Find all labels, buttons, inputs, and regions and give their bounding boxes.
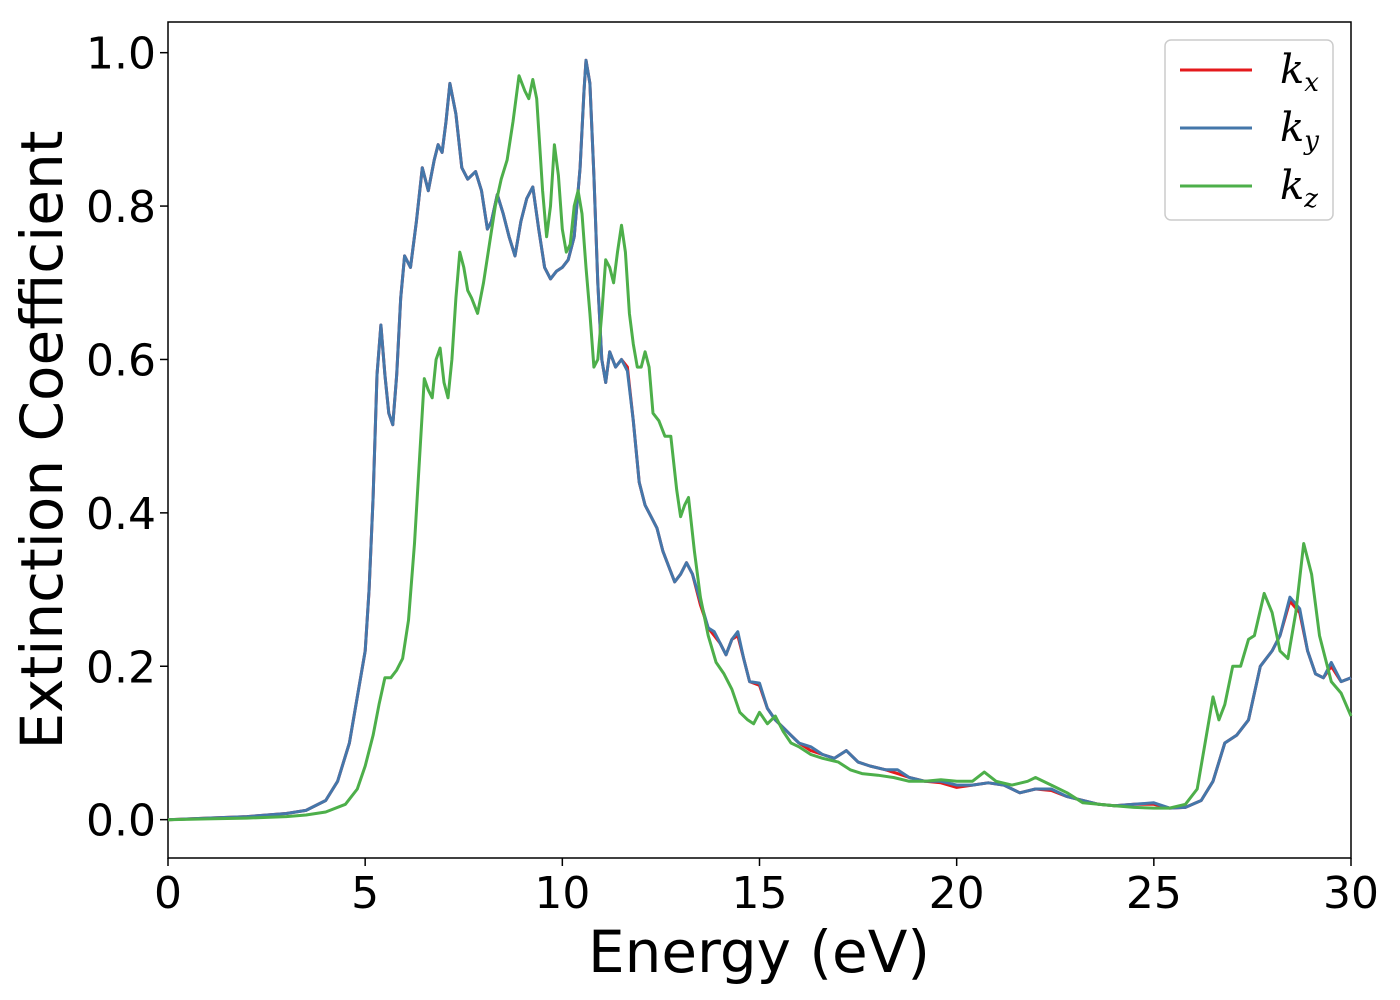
x-tick-label: 20	[929, 868, 985, 919]
legend-label-kz: kz	[1280, 163, 1318, 214]
legend-box	[1164, 39, 1334, 221]
y-tick-label: 0.2	[86, 642, 156, 693]
x-tick-label: 10	[534, 868, 590, 919]
y-tick-label: 0.0	[86, 796, 156, 847]
y-tick-label: 1.0	[86, 29, 156, 80]
series-line-kz	[167, 74, 1353, 822]
y-tick-label: 0.6	[86, 335, 156, 386]
x-tick-label: 25	[1126, 868, 1182, 919]
x-axis-title: Energy (eV)	[588, 918, 930, 986]
x-tick-label: 15	[732, 868, 788, 919]
legend-item-kz: kz	[1180, 163, 1318, 214]
x-tick-label: 0	[154, 868, 182, 919]
legend-item-ky: ky	[1180, 105, 1319, 156]
x-tick-label: 5	[351, 868, 379, 919]
y-ticks: 0.0 0.2 0.4 0.6 0.8 1.0	[86, 29, 168, 847]
legend-label-kx: kx	[1280, 47, 1319, 98]
series-layer	[167, 58, 1353, 822]
x-tick-label: 30	[1323, 868, 1379, 919]
y-axis-title: Extinction Coefficient	[8, 131, 76, 750]
y-tick-label: 0.4	[86, 489, 156, 540]
legend: kx ky kz	[1164, 39, 1334, 221]
legend-item-kx: kx	[1180, 47, 1319, 98]
y-tick-label: 0.8	[86, 182, 156, 233]
x-ticks: 0 5 10 15 20 25 30	[154, 858, 1379, 919]
legend-label-ky: ky	[1280, 105, 1319, 156]
